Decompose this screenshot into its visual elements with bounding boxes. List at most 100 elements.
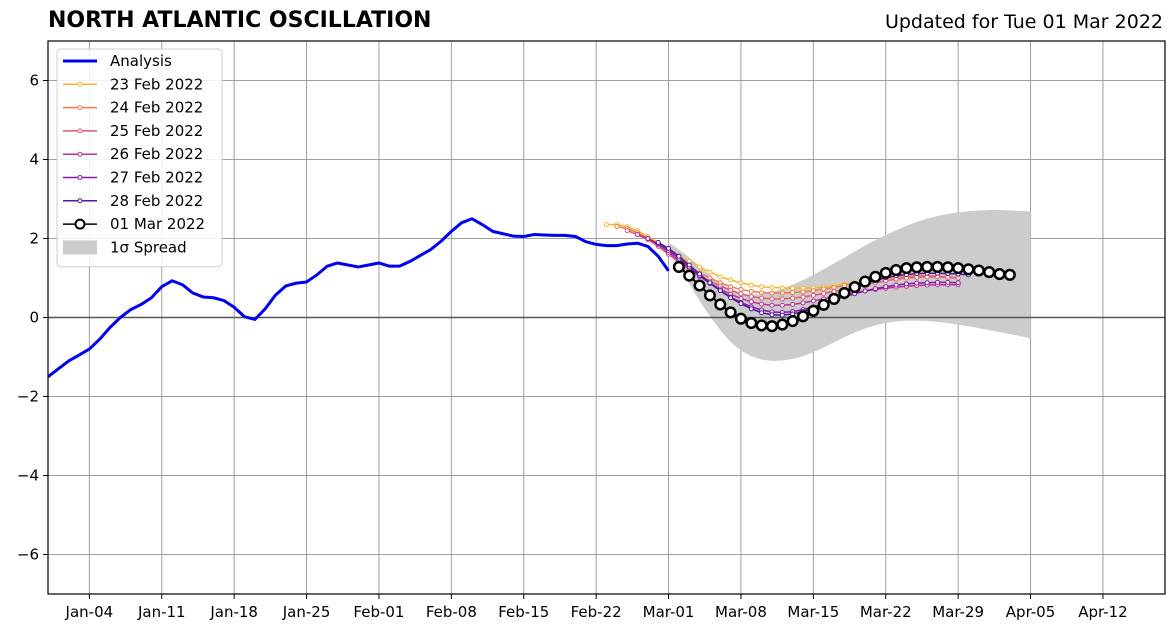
forecast-marker	[848, 281, 861, 294]
forecast-marker	[807, 304, 820, 317]
forecast-marker	[697, 271, 703, 277]
legend-swatch-marker	[77, 81, 83, 87]
y-tick-label: −6	[17, 546, 39, 564]
x-tick-label: Mar-01	[643, 603, 695, 621]
forecast-marker	[759, 310, 765, 316]
forecast-marker	[717, 288, 723, 294]
x-tick-label: Mar-22	[860, 603, 912, 621]
forecast-marker	[765, 320, 779, 333]
forecast-marker	[931, 260, 944, 273]
forecast-marker	[821, 290, 827, 296]
chart-subtitle: Updated for Tue 01 Mar 2022	[884, 11, 1163, 33]
forecast-marker	[955, 275, 961, 281]
x-tick-label: Feb-15	[498, 603, 549, 621]
forecast-marker	[755, 319, 768, 332]
legend-label: 25 Feb 2022	[110, 122, 203, 140]
x-tick-label: Jan-04	[65, 603, 114, 621]
forecast-marker	[910, 261, 923, 274]
x-tick-label: Feb-22	[571, 603, 622, 621]
x-tick-label: Mar-08	[715, 603, 767, 621]
x-tick-label: Mar-29	[932, 603, 984, 621]
forecast-marker	[748, 282, 754, 288]
forecast-marker	[697, 264, 703, 270]
y-tick-label: 4	[29, 151, 39, 169]
forecast-marker	[800, 300, 806, 306]
legend-swatch-spread	[63, 240, 97, 255]
forecast-marker	[645, 236, 651, 241]
legend-label: 1σ Spread	[110, 238, 187, 256]
axes: Jan-04 Jan-11 Jan-18 Jan-25 Feb-01 Feb-08 Feb-…	[17, 40, 1166, 621]
forecast-marker	[779, 285, 785, 291]
forecast-marker	[838, 286, 851, 300]
forecast-marker	[724, 306, 737, 319]
forecast-marker	[703, 289, 716, 302]
forecast-marker	[941, 261, 954, 274]
forecast-marker	[893, 282, 899, 288]
x-tick-label: Apr-05	[1006, 603, 1056, 621]
forecast-marker	[769, 312, 775, 318]
x-tick-label: Mar-15	[787, 603, 839, 621]
forecast-marker	[859, 275, 872, 288]
forecast-marker	[983, 266, 996, 279]
forecast-marker	[714, 298, 727, 311]
legend-swatch-marker	[77, 128, 83, 134]
legend-box	[56, 48, 223, 268]
forecast-marker	[734, 312, 748, 325]
forecast-marker	[790, 290, 796, 296]
legend-label: 01 Mar 2022	[110, 215, 205, 233]
forecast-marker	[921, 260, 934, 273]
legend: Analysis 23 Feb 2022 24 Feb 2022 25 Feb 202…	[56, 48, 223, 268]
forecast-marker	[790, 285, 796, 291]
legend-label: Analysis	[110, 52, 172, 70]
x-tick-label: Jan-11	[137, 603, 186, 621]
forecast-marker	[972, 264, 985, 277]
plot-area	[48, 210, 1165, 378]
forecast-marker	[955, 280, 961, 286]
legend-swatch-marker	[77, 105, 83, 111]
forecast-marker	[738, 301, 744, 307]
forecast-marker	[748, 294, 754, 300]
forecast-marker	[900, 262, 913, 275]
forecast-marker	[748, 306, 754, 312]
forecast-marker	[779, 296, 785, 302]
forecast-marker	[748, 299, 754, 305]
y-tick-label: 0	[29, 309, 39, 327]
forecast-marker	[914, 280, 920, 286]
forecast-marker	[666, 245, 672, 251]
forecast-marker	[614, 224, 620, 230]
forecast-marker	[993, 268, 1006, 281]
legend-label: 28 Feb 2022	[110, 192, 203, 210]
y-tick-label: −4	[17, 467, 39, 485]
forecast-marker	[748, 288, 754, 294]
forecast-marker	[817, 298, 830, 311]
forecast-marker	[821, 286, 827, 292]
forecast-marker	[879, 266, 892, 279]
legend-swatch-marker	[77, 151, 83, 157]
forecast-marker	[810, 298, 816, 304]
forecast-marker	[676, 253, 682, 259]
forecast-marker	[841, 283, 847, 289]
forecast-marker	[707, 280, 713, 286]
forecast-marker	[869, 270, 882, 283]
forecast-marker	[683, 269, 696, 282]
forecast-marker	[1003, 268, 1016, 281]
forecast-marker	[769, 284, 775, 290]
forecast-marker	[769, 290, 775, 296]
forecast-marker	[738, 286, 744, 292]
analysis-line	[48, 217, 670, 378]
forecast-marker	[738, 296, 744, 302]
x-tick-label: Jan-18	[209, 603, 258, 621]
forecast-marker	[738, 280, 744, 286]
legend-swatch-marker	[74, 218, 86, 230]
forecast-marker	[655, 239, 661, 245]
forecast-marker	[745, 316, 758, 330]
forecast-marker	[635, 232, 641, 238]
forecast-marker	[728, 277, 734, 283]
forecast-marker	[624, 228, 630, 234]
forecast-marker	[759, 290, 765, 296]
forecast-marker	[952, 262, 965, 275]
forecast-marker	[790, 301, 796, 307]
forecast-marker	[728, 287, 734, 293]
x-tick-label: Feb-08	[426, 603, 477, 621]
